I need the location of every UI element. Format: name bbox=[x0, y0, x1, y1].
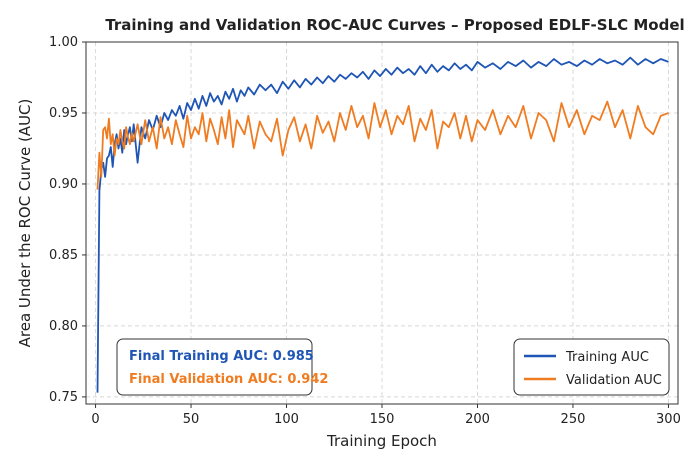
final-validation-auc-annotation: Final Validation AUC: 0.942 bbox=[129, 372, 328, 387]
legend-label-training: Training AUC bbox=[565, 350, 649, 365]
chart-title: Training and Validation ROC-AUC Curves –… bbox=[105, 16, 684, 34]
x-tick-label: 100 bbox=[274, 412, 299, 427]
y-axis-label: Area Under the ROC Curve (AUC) bbox=[16, 99, 34, 348]
ticks-layer: 0 50 100 150 200 250 300 0.75 0.80 0.85 0.90 0.95 1.… bbox=[49, 35, 681, 427]
final-auc-annotation-box: Final Training AUC: 0.985 Final Validati… bbox=[116, 338, 328, 396]
y-tick-label: 0.85 bbox=[49, 248, 78, 263]
series-line-training-auc bbox=[96, 56, 669, 393]
y-tick-label: 0.80 bbox=[49, 319, 78, 334]
x-axis-label: Training Epoch bbox=[326, 432, 437, 450]
x-tick-label: 150 bbox=[370, 412, 395, 427]
y-tick-label: 0.95 bbox=[49, 106, 78, 121]
x-tick-label: 250 bbox=[561, 412, 586, 427]
x-tick-label: 50 bbox=[183, 412, 200, 427]
y-tick-label: 1.00 bbox=[49, 35, 78, 50]
series-layer bbox=[96, 56, 669, 393]
x-tick-label: 200 bbox=[465, 412, 490, 427]
x-tick-label: 300 bbox=[656, 412, 681, 427]
y-tick-label: 0.75 bbox=[49, 390, 78, 405]
final-training-auc-annotation: Final Training AUC: 0.985 bbox=[129, 349, 314, 364]
y-tick-label: 0.90 bbox=[49, 177, 78, 192]
legend-frame bbox=[513, 338, 670, 396]
x-tick-label: 0 bbox=[91, 412, 99, 427]
series-line-validation-auc bbox=[96, 100, 669, 190]
legend-label-validation: Validation AUC bbox=[566, 373, 662, 388]
annotation-frame bbox=[116, 338, 313, 396]
legend: Training AUC Validation AUC bbox=[513, 338, 670, 396]
